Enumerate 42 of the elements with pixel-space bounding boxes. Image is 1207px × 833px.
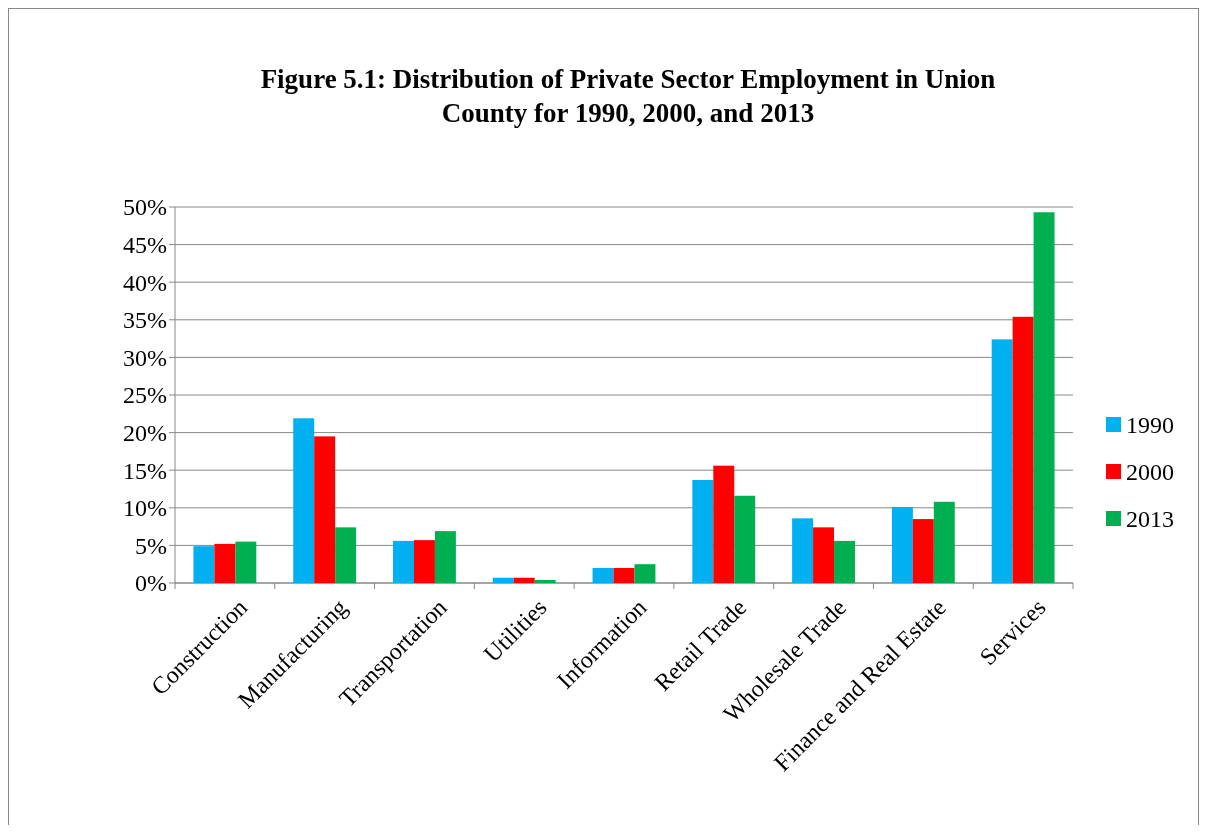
- legend-label: 2013: [1126, 506, 1174, 533]
- bar: [792, 518, 814, 583]
- bar: [1033, 212, 1055, 583]
- bar: [413, 540, 435, 583]
- bar: [912, 519, 934, 583]
- legend-label: 1990: [1126, 412, 1174, 439]
- legend-label: 2000: [1126, 459, 1174, 486]
- bar: [713, 465, 735, 583]
- bar: [193, 546, 215, 583]
- bar: [492, 577, 514, 583]
- chart-title: Figure 5.1: Distribution of Private Sector Employment in Union County for 1990, 2000, and 2013: [260, 64, 996, 128]
- bar: [214, 543, 236, 583]
- bar: [1012, 316, 1034, 583]
- bar: [335, 527, 357, 583]
- y-tick-label: 35%: [123, 307, 167, 334]
- y-tick-label: 20%: [123, 420, 167, 446]
- bar: [534, 579, 556, 583]
- bar: [393, 540, 414, 583]
- bar: [434, 531, 456, 583]
- bar: [314, 436, 336, 583]
- bar: [692, 479, 714, 583]
- bar: [293, 418, 315, 583]
- y-tick-label: 15%: [123, 457, 167, 484]
- y-tick-label: 30%: [123, 344, 167, 371]
- bar: [513, 577, 535, 583]
- bar: [613, 567, 635, 583]
- y-tick-label: 0%: [135, 570, 167, 597]
- bar: [235, 541, 257, 583]
- bar: [813, 527, 835, 583]
- bar: [891, 507, 913, 583]
- y-tick-label: 10%: [123, 495, 167, 522]
- bar: [592, 567, 614, 583]
- y-tick-label: 50%: [123, 194, 167, 221]
- bar: [991, 339, 1013, 583]
- bar: [634, 564, 656, 583]
- bar: [933, 501, 955, 583]
- y-tick-label: 45%: [123, 232, 167, 258]
- bar: [834, 540, 855, 583]
- y-tick-label: 40%: [123, 269, 167, 296]
- bar: [734, 495, 756, 583]
- y-tick-label: 25%: [123, 382, 167, 409]
- y-tick-label: 5%: [135, 532, 167, 559]
